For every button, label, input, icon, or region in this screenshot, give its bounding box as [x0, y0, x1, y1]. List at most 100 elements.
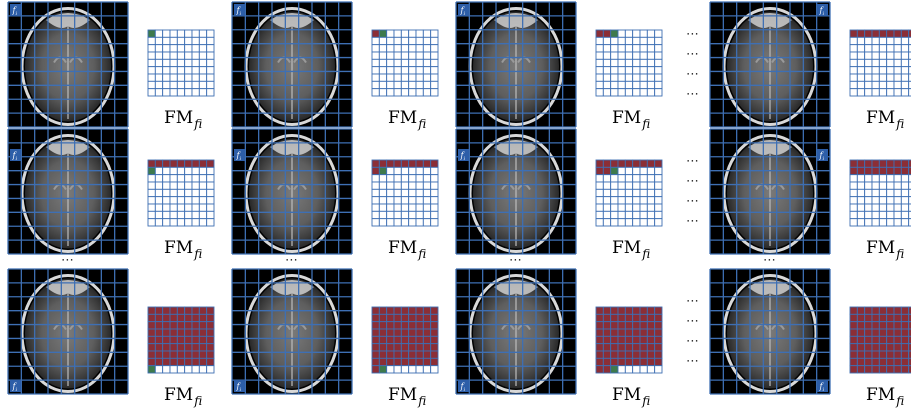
filled-cell [154, 328, 164, 337]
filled-cell [646, 321, 656, 330]
empty-cell [386, 80, 395, 90]
svg-text:fi: fi [460, 151, 466, 162]
feature-map-grid [595, 159, 663, 227]
filled-cell [371, 306, 380, 315]
empty-cell [184, 174, 193, 183]
empty-cell [886, 44, 895, 53]
filled-cell [908, 365, 911, 374]
empty-cell [162, 66, 171, 75]
filled-cell [595, 335, 604, 345]
empty-cell [198, 196, 208, 205]
empty-cell [617, 58, 626, 68]
empty-cell [415, 36, 424, 46]
empty-cell [415, 174, 424, 183]
empty-cell [864, 80, 873, 90]
empty-cell [400, 66, 410, 75]
empty-cell [595, 196, 604, 205]
feature-map-label: FMfi [866, 108, 904, 131]
empty-cell [856, 51, 866, 60]
current-cell [610, 166, 619, 176]
empty-cell [386, 51, 395, 60]
current-cell [378, 365, 388, 374]
filled-cell [393, 328, 402, 337]
scan-step-panel: fi FMfi [455, 268, 663, 408]
frontal-structure [494, 140, 538, 155]
frontal-structure [46, 13, 90, 28]
frontal-structure [494, 13, 538, 28]
filled-cell [371, 343, 380, 352]
svg-text:⋯: ⋯ [686, 154, 699, 169]
empty-cell [154, 80, 164, 90]
filled-cell [147, 357, 156, 367]
empty-cell [617, 166, 626, 176]
filled-cell [400, 350, 410, 359]
filled-cell [871, 328, 880, 337]
frontal-structure [494, 280, 538, 295]
current-cell [378, 166, 388, 176]
filled-cell [624, 357, 634, 367]
empty-cell [176, 181, 186, 190]
empty-cell [378, 73, 388, 82]
filled-cell [871, 335, 880, 345]
empty-cell [908, 210, 911, 220]
empty-cell [430, 174, 439, 183]
filled-cell [886, 328, 895, 337]
empty-cell [386, 196, 395, 205]
empty-cell [849, 36, 858, 46]
empty-cell [871, 181, 880, 190]
empty-cell [639, 51, 648, 60]
empty-cell [378, 174, 388, 183]
filled-cell [893, 343, 902, 352]
filled-cell [856, 328, 866, 337]
filled-cell [415, 335, 424, 345]
empty-cell [176, 174, 186, 183]
empty-cell [176, 218, 186, 227]
empty-cell [654, 36, 663, 46]
empty-cell [198, 51, 208, 60]
brain-grid-overlay [7, 268, 129, 395]
filled-cell [198, 159, 208, 168]
empty-cell [393, 218, 402, 227]
empty-cell [415, 181, 424, 190]
empty-cell [632, 218, 641, 227]
filled-cell [415, 306, 424, 315]
empty-cell [602, 80, 612, 90]
empty-cell [154, 66, 164, 75]
empty-cell [908, 203, 911, 212]
svg-text:⋯: ⋯ [686, 174, 699, 189]
empty-cell [900, 203, 910, 212]
empty-cell [886, 174, 895, 183]
filled-cell [893, 357, 902, 367]
empty-cell [176, 36, 186, 46]
empty-cell [871, 73, 880, 82]
empty-cell [871, 196, 880, 205]
empty-cell [162, 181, 171, 190]
filled-cell [422, 306, 432, 315]
filled-cell [595, 365, 604, 374]
empty-cell [184, 88, 193, 97]
filled-cell [624, 350, 634, 359]
feature-map-label: FMfi [612, 385, 650, 408]
empty-cell [617, 66, 626, 75]
empty-cell [849, 80, 858, 90]
filled-cell [386, 306, 395, 315]
filled-cell [393, 313, 402, 323]
empty-cell [908, 181, 911, 190]
filled-cell [176, 343, 186, 352]
empty-cell [422, 29, 432, 38]
filled-cell [378, 306, 388, 315]
empty-cell [856, 73, 866, 82]
empty-cell [184, 80, 193, 90]
empty-cell [864, 66, 873, 75]
empty-cell [602, 218, 612, 227]
empty-cell [893, 36, 902, 46]
filled-cell [871, 29, 880, 38]
empty-cell [191, 66, 200, 75]
skull-outline [468, 134, 564, 253]
empty-cell [624, 203, 634, 212]
filled-cell [849, 357, 858, 367]
filled-cell [871, 159, 880, 168]
filled-cell [871, 357, 880, 367]
filled-cell [639, 306, 648, 315]
empty-cell [191, 36, 200, 46]
